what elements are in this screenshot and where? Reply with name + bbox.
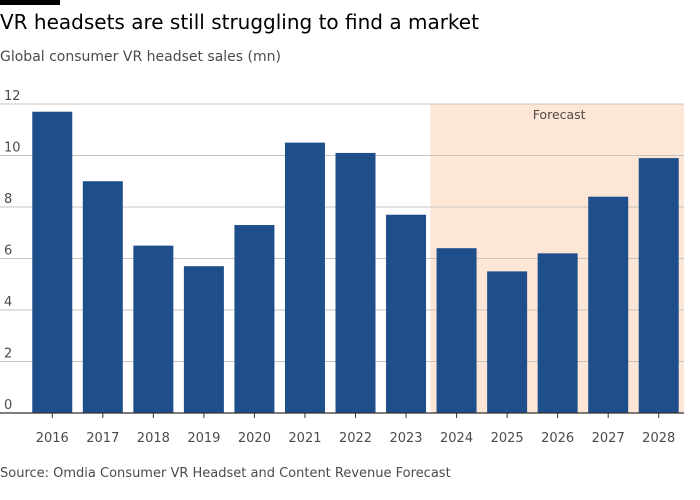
y-tick-label-2: 2 xyxy=(4,347,12,362)
x-tick-label-2021: 2021 xyxy=(288,431,321,446)
x-tick-label-2025: 2025 xyxy=(491,431,524,446)
bar-2023 xyxy=(386,214,427,413)
y-tick-label-0: 0 xyxy=(4,398,12,413)
bar-2027 xyxy=(588,196,629,413)
bar-2018 xyxy=(133,245,174,413)
x-tick-label-2020: 2020 xyxy=(238,431,271,446)
x-tick-label-2019: 2019 xyxy=(187,431,220,446)
x-tick-label-2018: 2018 xyxy=(137,431,170,446)
y-tick-label-8: 8 xyxy=(4,192,12,207)
x-tick-label-2024: 2024 xyxy=(440,431,473,446)
bar-2021 xyxy=(284,142,325,413)
x-tick-label-2017: 2017 xyxy=(86,431,119,446)
bar-2019 xyxy=(183,266,224,413)
x-tick-label-2023: 2023 xyxy=(389,431,422,446)
top-accent-rule xyxy=(0,0,60,5)
bar-2016 xyxy=(32,111,73,413)
source-note: Source: Omdia Consumer VR Headset and Co… xyxy=(0,466,451,481)
forecast-label: Forecast xyxy=(533,107,586,122)
x-tick-label-2026: 2026 xyxy=(541,431,574,446)
y-tick-label-4: 4 xyxy=(4,295,12,310)
chart-subtitle: Global consumer VR headset sales (mn) xyxy=(0,49,281,65)
bar-2026 xyxy=(537,253,578,413)
bar-2020 xyxy=(234,225,275,413)
bar-2024 xyxy=(436,248,477,413)
x-tick-label-2016: 2016 xyxy=(36,431,69,446)
bar-2022 xyxy=(335,152,376,414)
y-tick-label-6: 6 xyxy=(4,244,12,259)
x-tick-label-2027: 2027 xyxy=(592,431,625,446)
y-tick-label-12: 12 xyxy=(4,89,21,104)
x-tick-label-2022: 2022 xyxy=(339,431,372,446)
chart-title: VR headsets are still struggling to find… xyxy=(0,10,479,34)
y-tick-label-10: 10 xyxy=(4,141,21,156)
bar-2025 xyxy=(487,271,528,413)
bar-2017 xyxy=(82,181,123,413)
x-tick-label-2028: 2028 xyxy=(642,431,675,446)
bar-2028 xyxy=(638,158,679,413)
